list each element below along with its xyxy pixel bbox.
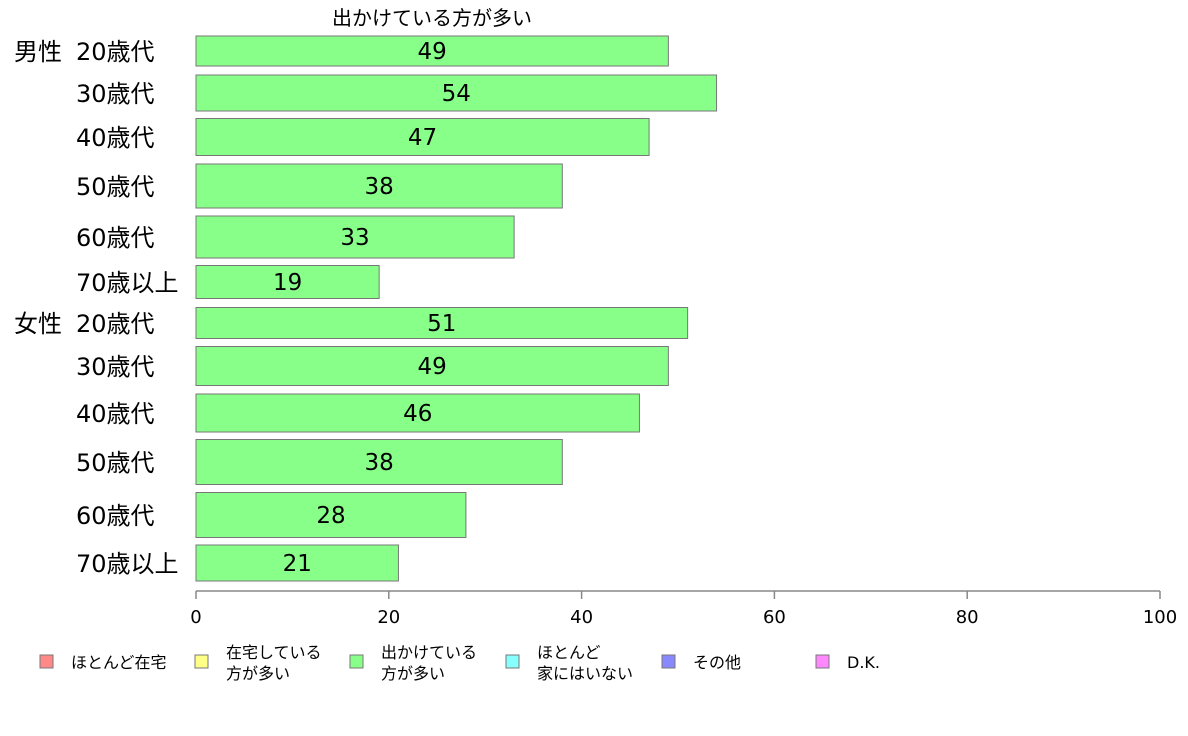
legend-swatch xyxy=(815,654,830,669)
bar-value-label: 21 xyxy=(283,551,312,577)
bar-value-label: 46 xyxy=(403,401,432,427)
category-label: 60歳代 xyxy=(76,502,155,530)
x-axis: 0 20 40 60 80 100 xyxy=(190,590,1177,628)
bar-value-label: 19 xyxy=(273,270,302,296)
legend-label: 家にはいない xyxy=(537,664,633,683)
bar xyxy=(195,439,563,485)
legend-item: その他 xyxy=(661,653,741,672)
category-label: 30歳代 xyxy=(76,353,155,381)
x-tick-label: 80 xyxy=(956,607,979,628)
bar-value-label: 51 xyxy=(427,311,456,337)
bar xyxy=(195,346,669,386)
bar-value-label: 47 xyxy=(408,125,437,151)
legend-label: その他 xyxy=(693,653,741,672)
legend-item: D.K. xyxy=(815,653,880,672)
bar xyxy=(195,307,689,339)
category-label: 70歳以上 xyxy=(76,269,179,297)
bar xyxy=(195,215,515,259)
legend-label: ほとんど在宅 xyxy=(71,653,167,672)
legend-swatch xyxy=(39,654,54,669)
x-tick-label: 100 xyxy=(1143,607,1177,628)
category-label: 20歳代 xyxy=(76,38,155,66)
bar-value-label: 38 xyxy=(365,450,394,476)
legend-swatch xyxy=(349,654,364,669)
category-label: 50歳代 xyxy=(76,449,155,477)
bar-value-label: 28 xyxy=(316,503,345,529)
category-label: 40歳代 xyxy=(76,400,155,428)
bar xyxy=(195,393,640,433)
bar-value-label: 38 xyxy=(365,174,394,200)
category-label: 60歳代 xyxy=(76,224,155,252)
legend-label: 方が多い xyxy=(226,664,290,683)
bar-value-label: 54 xyxy=(442,81,471,107)
legend-label: D.K. xyxy=(847,653,880,672)
category-label: 50歳代 xyxy=(76,173,155,201)
legend-label: 方が多い xyxy=(381,664,445,683)
x-tick-label: 0 xyxy=(190,607,201,628)
group-label: 女性 xyxy=(14,310,62,338)
bar xyxy=(195,265,380,299)
legend-label: ほとんど xyxy=(537,643,601,662)
legend-label: 出かけている xyxy=(381,643,477,662)
x-tick-label: 40 xyxy=(570,607,593,628)
x-tick-label: 60 xyxy=(763,607,786,628)
bar xyxy=(195,492,467,538)
bar xyxy=(195,35,669,67)
group-label: 男性 xyxy=(14,38,62,66)
legend-swatch xyxy=(661,654,676,669)
bars-group: 4920歳代男性5430歳代4740歳代3850歳代3360歳代1970歳以上5… xyxy=(14,35,718,582)
bar xyxy=(195,544,399,582)
legend-label: 在宅している xyxy=(226,643,322,662)
legend-swatch xyxy=(505,654,520,669)
bar-value-label: 49 xyxy=(418,354,447,380)
bar-value-label: 33 xyxy=(340,225,369,251)
category-label: 30歳代 xyxy=(76,80,155,108)
category-label: 70歳以上 xyxy=(76,550,179,578)
legend-swatch xyxy=(194,654,209,669)
legend-item: 出かけている方が多い xyxy=(349,643,477,683)
bar xyxy=(195,163,563,209)
series-title: 出かけている方が多い xyxy=(332,6,532,30)
bar xyxy=(195,74,718,112)
category-label: 40歳代 xyxy=(76,124,155,152)
category-label: 20歳代 xyxy=(76,310,155,338)
bar-value-label: 49 xyxy=(418,39,447,65)
legend-item: ほとんど在宅 xyxy=(39,653,167,672)
bar xyxy=(195,118,650,156)
x-tick-label: 20 xyxy=(377,607,400,628)
